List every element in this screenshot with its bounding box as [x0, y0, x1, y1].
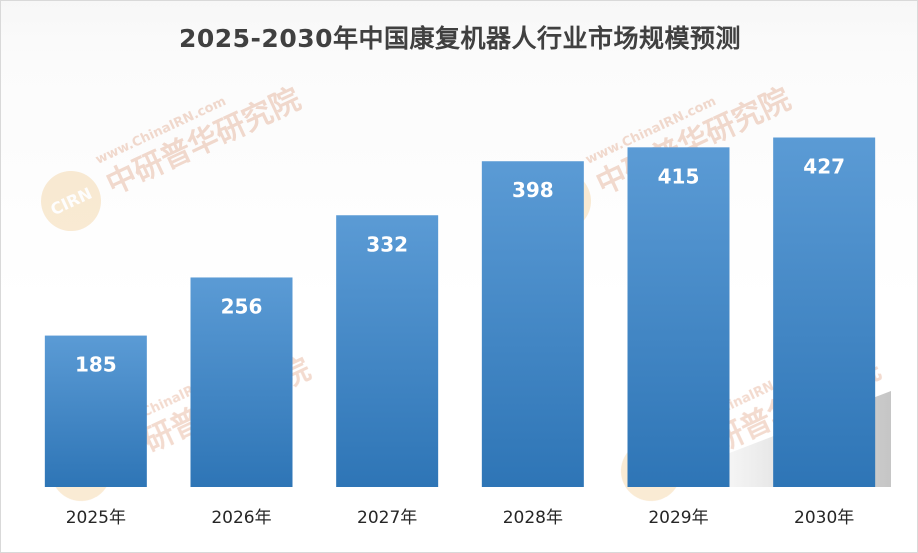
bars: [44, 137, 876, 488]
bar: [773, 137, 876, 488]
bar: [44, 335, 147, 487]
x-tick-label: 2030年: [794, 508, 854, 528]
cirn-logo-icon: [41, 171, 101, 231]
bar-value-label: 415: [658, 164, 700, 188]
bar-value-label: 332: [366, 232, 408, 256]
bar: [627, 147, 730, 487]
bar-value-label: 256: [221, 294, 263, 318]
chart-title: 2025-2030年中国康复机器人行业市场规模预测: [178, 24, 742, 53]
x-tick-label: 2029年: [648, 508, 708, 528]
bar-value-label: 427: [803, 155, 845, 179]
bar: [336, 215, 439, 487]
bar-value-label: 398: [512, 178, 554, 202]
x-tick-label: 2028年: [503, 508, 563, 528]
bar: [190, 277, 293, 487]
x-tick-label: 2026年: [211, 508, 271, 528]
x-tick-label: 2027年: [357, 508, 417, 528]
x-axis-tick-labels: 2025年 2026年 2027年 2028年 2029年 2030年: [66, 508, 855, 528]
bar: [481, 161, 584, 487]
x-tick-label: 2025年: [66, 508, 126, 528]
bar-value-label: 185: [75, 353, 117, 377]
bar-value-labels: 185 256 332 398 415 427: [75, 155, 845, 377]
